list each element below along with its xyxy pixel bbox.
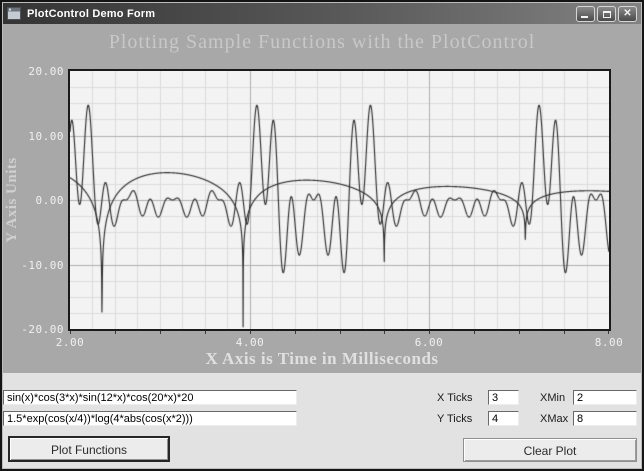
minimize-button[interactable] [576, 5, 595, 22]
y-tick-label: 0.00 [35, 194, 64, 207]
minimize-icon [581, 15, 588, 18]
y-tick-label: -10.00 [21, 259, 64, 272]
title-bar[interactable]: PlotControl Demo Form ✕ [3, 3, 641, 24]
clear-plot-button[interactable]: Clear Plot [463, 438, 637, 462]
x-axis-title: X Axis is Time in Milliseconds [205, 349, 439, 368]
maximize-icon [603, 10, 611, 18]
x-ticks-label: X Ticks [437, 392, 473, 404]
page-title: Plotting Sample Functions with the PlotC… [108, 31, 536, 53]
form-icon [7, 7, 21, 20]
y-ticks-label: Y Ticks [437, 413, 473, 425]
xmin-label: XMin [540, 392, 566, 404]
y-tick-label: 20.00 [28, 65, 64, 78]
plot-functions-button[interactable]: Plot Functions [8, 436, 170, 462]
x-tick-label: 8.00 [594, 336, 624, 349]
xmin-input[interactable] [573, 390, 637, 405]
x-tick-label: 6.00 [414, 336, 444, 349]
xmax-label: XMax [540, 413, 569, 425]
plot-canvas [70, 71, 609, 329]
y-tick-label: 10.00 [28, 130, 64, 143]
plot-area [68, 69, 611, 331]
close-icon: ✕ [623, 7, 632, 19]
x-tick-label: 4.00 [235, 336, 265, 349]
close-button[interactable]: ✕ [618, 5, 637, 22]
function1-input[interactable] [3, 390, 297, 405]
x-tick-label: 2.00 [55, 336, 85, 349]
y-ticks-input[interactable] [488, 411, 519, 426]
xmax-input[interactable] [573, 411, 637, 426]
maximize-button[interactable] [597, 5, 616, 22]
x-ticks-input[interactable] [488, 390, 519, 405]
window-title: PlotControl Demo Form [27, 7, 156, 20]
x-axis-outer-ticks [70, 331, 609, 335]
y-tick-label: -20.00 [21, 323, 64, 336]
function2-input[interactable] [3, 411, 297, 426]
